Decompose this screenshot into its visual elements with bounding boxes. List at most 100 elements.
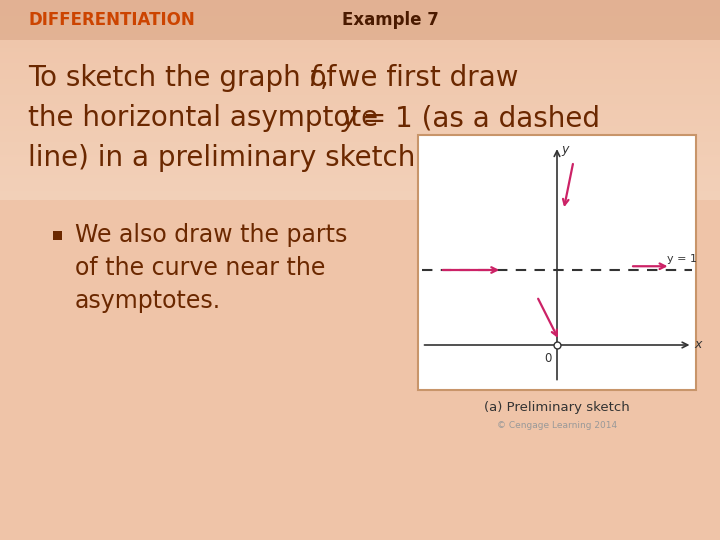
Bar [0, 176, 720, 177]
Bar [0, 68, 720, 69]
Bar [0, 63, 720, 64]
Bar [0, 192, 720, 193]
Bar [0, 126, 720, 127]
Bar [0, 96, 720, 97]
Bar [0, 123, 720, 124]
Bar [0, 1, 720, 2]
Text: 0: 0 [544, 352, 552, 365]
Bar [0, 33, 720, 34]
Bar [0, 151, 720, 152]
Bar [0, 138, 720, 139]
Bar [0, 198, 720, 199]
Bar [0, 140, 720, 141]
Bar [0, 12, 720, 13]
Bar [0, 0, 720, 1]
Bar [0, 99, 720, 100]
Text: line) in a preliminary sketch.: line) in a preliminary sketch. [28, 144, 424, 172]
Bar [0, 145, 720, 146]
Bar [0, 4, 720, 5]
Bar [0, 98, 720, 99]
Bar [0, 101, 720, 102]
Bar [0, 17, 720, 18]
Bar [0, 31, 720, 32]
Bar [0, 59, 720, 60]
Bar [0, 119, 720, 120]
Bar [0, 82, 720, 83]
Bar [0, 9, 720, 10]
Bar [0, 10, 720, 11]
Bar [0, 60, 720, 61]
Bar [0, 183, 720, 184]
Bar [0, 148, 720, 149]
Bar [0, 16, 720, 17]
Bar [0, 94, 720, 95]
Bar [0, 28, 720, 29]
Text: (a) Preliminary sketch: (a) Preliminary sketch [484, 402, 630, 415]
Bar [0, 152, 720, 153]
Bar [0, 112, 720, 113]
Bar [0, 102, 720, 103]
Bar [0, 136, 720, 137]
Bar [0, 44, 720, 45]
Bar [0, 134, 720, 135]
Bar [0, 29, 720, 30]
Bar [0, 139, 720, 140]
Bar [0, 190, 720, 191]
Bar [53, 231, 62, 240]
Bar [0, 184, 720, 185]
Bar [0, 75, 720, 76]
Bar [0, 80, 720, 81]
Bar [0, 178, 720, 179]
Text: We also draw the parts: We also draw the parts [75, 223, 347, 247]
Bar [0, 69, 720, 70]
Bar [0, 8, 720, 9]
Bar [0, 195, 720, 196]
Bar [0, 131, 720, 132]
Text: y: y [342, 104, 359, 132]
Text: DIFFERENTIATION: DIFFERENTIATION [28, 11, 194, 29]
Bar [0, 159, 720, 160]
Bar [0, 52, 720, 53]
Bar [0, 50, 720, 51]
Bar [0, 46, 720, 47]
Bar [0, 163, 720, 164]
Bar [0, 14, 720, 15]
Bar [0, 41, 720, 42]
Bar [0, 193, 720, 194]
Bar [0, 19, 720, 20]
Bar [0, 86, 720, 87]
Bar [0, 66, 720, 67]
Bar [0, 197, 720, 198]
Bar [0, 65, 720, 66]
Text: © Cengage Learning 2014: © Cengage Learning 2014 [497, 422, 617, 430]
Bar [0, 189, 720, 190]
Bar [0, 166, 720, 167]
Bar [0, 26, 720, 27]
Bar [0, 130, 720, 131]
Bar [0, 174, 720, 175]
Bar [0, 179, 720, 180]
Bar [0, 106, 720, 107]
Bar [0, 6, 720, 7]
Bar [0, 133, 720, 134]
Bar [0, 118, 720, 119]
Bar [0, 108, 720, 109]
Bar [0, 36, 720, 37]
Bar [0, 188, 720, 189]
Bar [0, 104, 720, 105]
Bar [0, 194, 720, 195]
Bar [0, 113, 720, 114]
Bar [0, 177, 720, 178]
Bar [0, 74, 720, 75]
Bar [0, 34, 720, 35]
Bar [0, 182, 720, 183]
Bar [0, 3, 720, 4]
Bar [0, 13, 720, 14]
Bar [0, 173, 720, 174]
Bar [0, 40, 720, 41]
Bar [0, 54, 720, 55]
Bar [0, 150, 720, 151]
Bar [0, 146, 720, 147]
Bar [0, 83, 720, 84]
Bar [0, 144, 720, 145]
